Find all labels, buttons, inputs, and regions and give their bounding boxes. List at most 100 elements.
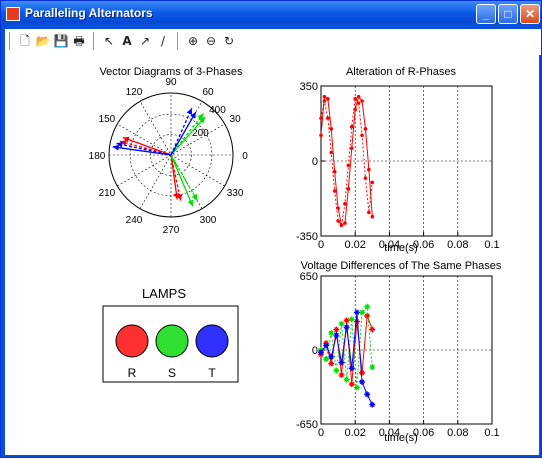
polar-angle-tick: 60	[202, 87, 214, 98]
matlab-figure-icon	[6, 7, 20, 21]
minimize-button[interactable]: _	[476, 4, 496, 24]
polar-arrowhead-blue	[116, 141, 123, 148]
polar-vector-green	[170, 113, 204, 156]
diff-xlabel: time(s)	[384, 432, 418, 444]
data-point-blue	[323, 342, 330, 349]
polar-radial-tick: 400	[209, 105, 226, 116]
x-tick-label: 0.02	[344, 427, 365, 439]
lamp-s-label: S	[168, 366, 176, 380]
x-tick-label: 0.08	[447, 239, 468, 251]
series-line-red	[320, 95, 373, 227]
data-point-red	[343, 317, 350, 324]
polar-vector-blue	[170, 108, 193, 156]
polar-vector-red	[119, 140, 172, 156]
data-point-red	[363, 127, 368, 131]
zoom-in-icon[interactable]: ⊕	[187, 34, 199, 48]
polar-radial-tick: 200	[192, 128, 209, 139]
polar-vector-blue	[170, 111, 197, 156]
polar-vector-red	[170, 154, 182, 201]
data-point-red	[336, 206, 340, 210]
close-button[interactable]: ✕	[520, 4, 540, 24]
polar-axes: 0 30 60 90 120 150 180 210 240 270 300 330 200 400	[89, 77, 249, 236]
data-point-red	[360, 99, 364, 103]
title-bar[interactable]: Paralleling Alternators _ □ ✕	[1, 1, 541, 27]
data-point-green	[328, 329, 335, 336]
data-point-red	[364, 312, 371, 319]
data-point-red	[353, 97, 358, 101]
toolbar-separator	[177, 32, 178, 50]
data-point-red	[343, 202, 347, 206]
insert-arrow-icon[interactable]: ↗	[139, 34, 151, 48]
data-point-red	[319, 133, 323, 138]
data-point-green	[364, 303, 371, 310]
polar-vector-red	[122, 136, 172, 156]
lamps-title: LAMPS	[142, 286, 186, 301]
polar-angle-tick: 150	[99, 114, 116, 125]
y-tick-label: -350	[296, 231, 318, 243]
data-point-blue	[353, 309, 360, 316]
data-point-red	[328, 360, 335, 367]
insert-line-icon[interactable]: /	[160, 34, 166, 48]
data-point-red	[326, 97, 330, 101]
y-tick-label: -650	[296, 419, 318, 431]
data-point-blue	[369, 401, 376, 408]
polar-vector-blue	[112, 146, 172, 156]
data-point-blue	[318, 349, 324, 356]
maximize-button[interactable]: □	[498, 4, 518, 24]
toolbar-separator	[9, 32, 10, 50]
data-point-red	[329, 150, 334, 155]
lamp-t	[195, 324, 229, 358]
polar-arrowhead-green	[187, 199, 194, 207]
data-point-red	[353, 318, 360, 325]
x-tick-label: 0.06	[413, 427, 434, 439]
polar-arrowhead-red	[176, 193, 183, 201]
r-phase-title: Alteration of R-Phases	[346, 66, 457, 78]
save-icon[interactable]: 💾	[53, 34, 69, 48]
x-tick-label: 0.06	[413, 239, 434, 251]
data-point-green	[353, 384, 360, 391]
data-point-red	[370, 180, 375, 185]
polar-angle-tick: 240	[126, 215, 143, 226]
lamp-s	[155, 324, 189, 358]
data-point-blue	[343, 324, 350, 331]
polar-angle-tick: 0	[242, 151, 248, 162]
print-icon[interactable]: 🖶	[73, 34, 85, 48]
lamp-r	[115, 324, 149, 358]
y-tick-label: 0	[312, 156, 318, 168]
data-point-blue	[328, 353, 335, 360]
data-point-red	[336, 219, 340, 223]
polar-angle-tick: 30	[230, 114, 242, 125]
r-phase-xlabel: time(s)	[384, 242, 418, 254]
data-point-red	[349, 146, 354, 150]
data-point-red	[322, 94, 327, 99]
polar-arrowhead-green	[197, 113, 204, 121]
data-point-green	[323, 356, 330, 363]
x-tick-label: 0.04	[379, 239, 400, 251]
data-point-blue	[359, 378, 366, 385]
toolbar-separator	[93, 32, 94, 50]
figure-toolbar: 🗋 📂 💾 🖶 ↖ A ↗ / ⊕ ⊖ ↻	[5, 29, 541, 55]
data-point-blue	[348, 365, 355, 372]
data-point-red	[369, 326, 376, 333]
polar-angle-tick: 120	[126, 87, 143, 98]
data-point-blue	[333, 332, 340, 339]
insert-text-icon[interactable]: A	[122, 34, 132, 48]
data-point-blue	[338, 359, 345, 366]
zoom-out-icon[interactable]: ⊖	[205, 34, 217, 48]
lamp-t-label: T	[208, 366, 216, 380]
polar-grid-circle	[150, 134, 192, 176]
polar-vector-green	[170, 116, 206, 156]
select-arrow-icon[interactable]: ↖	[103, 34, 115, 48]
figure-plots: Vector Diagrams of 3-Phases 0 30 60 90 120 15…	[89, 66, 502, 444]
y-tick-label: 0	[312, 345, 318, 357]
new-file-icon[interactable]: 🗋	[20, 34, 30, 48]
data-point-red	[367, 167, 371, 172]
open-file-icon[interactable]: 📂	[35, 34, 51, 48]
rotate-icon[interactable]: ↻	[223, 34, 235, 48]
data-point-red	[326, 116, 330, 120]
polar-arrowhead-red	[120, 140, 127, 146]
series-line-red	[320, 97, 373, 227]
x-tick-label: 0	[318, 239, 324, 251]
polar-angle-tick: 330	[227, 188, 244, 199]
